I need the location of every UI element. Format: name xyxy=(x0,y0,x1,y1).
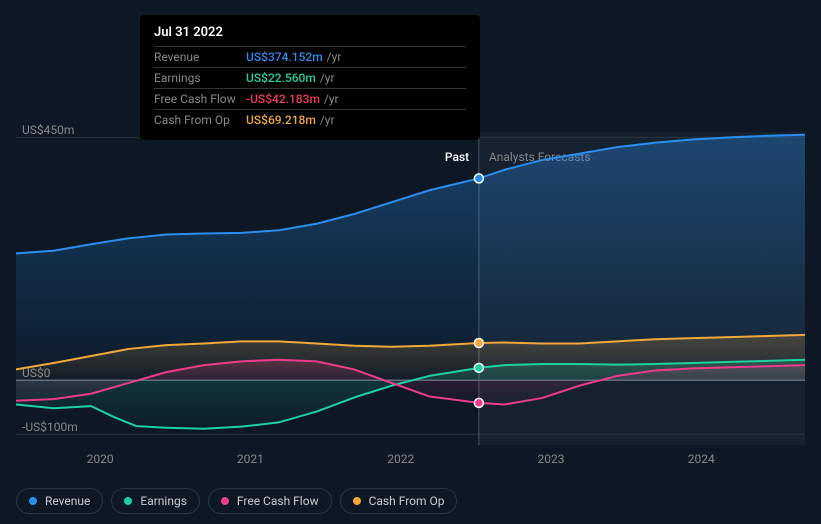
legend-item[interactable]: Free Cash Flow xyxy=(208,488,332,514)
tooltip-row-unit: /yr xyxy=(327,50,342,64)
tooltip-row-label: Earnings xyxy=(154,71,246,85)
tooltip-date: Jul 31 2022 xyxy=(154,25,466,47)
series-marker xyxy=(474,398,483,407)
data-tooltip: Jul 31 2022 RevenueUS$374.152m/yrEarning… xyxy=(140,15,480,140)
tooltip-row-label: Cash From Op xyxy=(154,113,246,127)
tooltip-row-label: Revenue xyxy=(154,50,246,64)
legend-item[interactable]: Earnings xyxy=(111,488,200,514)
tooltip-row-label: Free Cash Flow xyxy=(154,92,246,106)
legend-dot-icon xyxy=(124,497,132,505)
x-axis-labels: 2020 2021 2022 2023 2024 xyxy=(25,452,807,472)
legend-label: Cash From Op xyxy=(369,494,445,508)
legend: Revenue Earnings Free Cash Flow Cash From O… xyxy=(16,488,457,514)
tooltip-row: EarningsUS$22.560m/yr xyxy=(154,68,466,89)
tooltip-row-value: -US$42.183m xyxy=(246,92,320,106)
x-axis-label: 2020 xyxy=(87,452,114,466)
series-marker xyxy=(474,339,483,348)
legend-item[interactable]: Revenue xyxy=(16,488,103,514)
tooltip-row-value: US$22.560m xyxy=(246,71,316,85)
tooltip-row-unit: /yr xyxy=(324,92,339,106)
legend-label: Revenue xyxy=(45,494,90,508)
series-marker xyxy=(474,363,483,372)
tooltip-row: Cash From OpUS$69.218m/yr xyxy=(154,110,466,130)
legend-label: Earnings xyxy=(140,494,187,508)
tooltip-row-value: US$374.152m xyxy=(246,50,323,64)
x-axis-label: 2023 xyxy=(538,452,565,466)
x-axis-label: 2024 xyxy=(688,452,715,466)
legend-item[interactable]: Cash From Op xyxy=(340,488,458,514)
tooltip-row: Free Cash Flow-US$42.183m/yr xyxy=(154,89,466,110)
tooltip-row-unit: /yr xyxy=(320,113,335,127)
tooltip-row: RevenueUS$374.152m/yr xyxy=(154,47,466,68)
chart-plot[interactable] xyxy=(16,132,805,445)
legend-label: Free Cash Flow xyxy=(237,494,319,508)
legend-dot-icon xyxy=(353,497,361,505)
series-marker xyxy=(474,174,483,183)
legend-dot-icon xyxy=(221,497,229,505)
tooltip-row-unit: /yr xyxy=(320,71,335,85)
legend-dot-icon xyxy=(29,497,37,505)
x-axis-label: 2021 xyxy=(237,452,264,466)
x-axis-label: 2022 xyxy=(387,452,414,466)
tooltip-row-value: US$69.218m xyxy=(246,113,316,127)
chart-container: Jul 31 2022 RevenueUS$374.152m/yrEarning… xyxy=(0,0,821,524)
